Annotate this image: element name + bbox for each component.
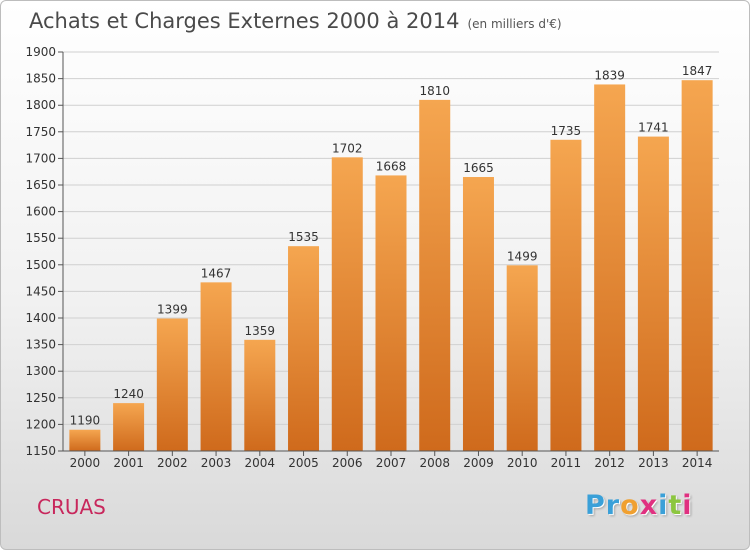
logo-letter: i <box>658 490 669 521</box>
x-tick-label: 2008 <box>419 456 450 470</box>
chart-title: Achats et Charges Externes 2000 à 2014 (e… <box>29 9 562 33</box>
x-tick-label: 2005 <box>288 456 319 470</box>
logo-letter: i <box>682 490 693 521</box>
chart-title-text: Achats et Charges Externes 2000 à 2014 <box>29 9 460 33</box>
x-tick-label: 2000 <box>70 456 101 470</box>
data-label: 1810 <box>419 84 450 98</box>
y-tick-label: 1300 <box>25 364 56 378</box>
y-tick-label: 1900 <box>25 45 56 59</box>
data-label: 1535 <box>288 230 319 244</box>
bars <box>69 80 713 452</box>
data-label: 1399 <box>157 303 188 317</box>
x-tick-label: 2004 <box>245 456 276 470</box>
data-label: 1467 <box>201 266 232 280</box>
bar <box>244 339 276 451</box>
bar <box>681 80 713 452</box>
data-label: 1499 <box>507 249 538 263</box>
y-tick-label: 1250 <box>25 391 56 405</box>
data-label: 1735 <box>551 124 582 138</box>
x-tick-label: 2006 <box>332 456 363 470</box>
data-label: 1359 <box>245 324 276 338</box>
data-label: 1847 <box>682 64 713 78</box>
bar <box>462 177 494 451</box>
data-label: 1190 <box>70 414 101 428</box>
logo-letter: o <box>620 490 640 521</box>
logo-letter: r <box>605 490 621 521</box>
y-tick-label: 1500 <box>25 258 56 272</box>
data-label: 1240 <box>113 387 144 401</box>
y-tick-label: 1400 <box>25 311 56 325</box>
x-tick-label: 2007 <box>376 456 407 470</box>
data-label: 1668 <box>376 159 407 173</box>
logo-letter: x <box>639 490 659 521</box>
x-tick-label: 2009 <box>463 456 494 470</box>
y-tick-label: 1200 <box>25 417 56 431</box>
chart-unit: (en milliers d'€) <box>467 17 562 31</box>
bar <box>331 157 363 451</box>
data-label: 1702 <box>332 141 363 155</box>
bar <box>550 139 582 451</box>
bar <box>419 99 451 451</box>
y-tick-label: 1450 <box>25 284 56 298</box>
x-tick-label: 2001 <box>113 456 144 470</box>
bar <box>113 403 145 451</box>
bar <box>594 84 626 452</box>
y-tick-label: 1750 <box>25 125 56 139</box>
x-tick-label: 2011 <box>551 456 582 470</box>
x-tick-label: 2014 <box>682 456 713 470</box>
bar <box>200 282 232 451</box>
bar <box>506 265 538 451</box>
y-tick-label: 1650 <box>25 178 56 192</box>
y-tick-label: 1350 <box>25 338 56 352</box>
bar <box>637 136 669 451</box>
proxiti-logo: Proxiti <box>585 490 693 521</box>
labels: 1150 1200 1250 1300 1350 1400 1450 1500 1550 1600… <box>25 45 712 470</box>
y-tick-label: 1150 <box>25 444 56 458</box>
y-tick-label: 1800 <box>25 98 56 112</box>
y-tick-label: 1850 <box>25 72 56 86</box>
city-name: CRUAS <box>37 495 106 519</box>
data-label: 1665 <box>463 161 494 175</box>
x-tick-label: 2010 <box>507 456 538 470</box>
axes <box>58 51 719 456</box>
x-tick-label: 2003 <box>201 456 232 470</box>
bar <box>288 246 320 451</box>
bar <box>156 318 188 451</box>
y-tick-label: 1600 <box>25 205 56 219</box>
x-tick-label: 2002 <box>157 456 188 470</box>
bar <box>69 429 101 451</box>
logo-letter: P <box>585 490 606 521</box>
data-label: 1741 <box>638 121 669 135</box>
x-tick-label: 2012 <box>594 456 625 470</box>
x-tick-label: 2013 <box>638 456 669 470</box>
data-label: 1839 <box>594 68 625 82</box>
bar <box>375 175 407 451</box>
y-tick-label: 1700 <box>25 151 56 165</box>
logo-letter: t <box>668 490 683 521</box>
y-tick-label: 1550 <box>25 231 56 245</box>
